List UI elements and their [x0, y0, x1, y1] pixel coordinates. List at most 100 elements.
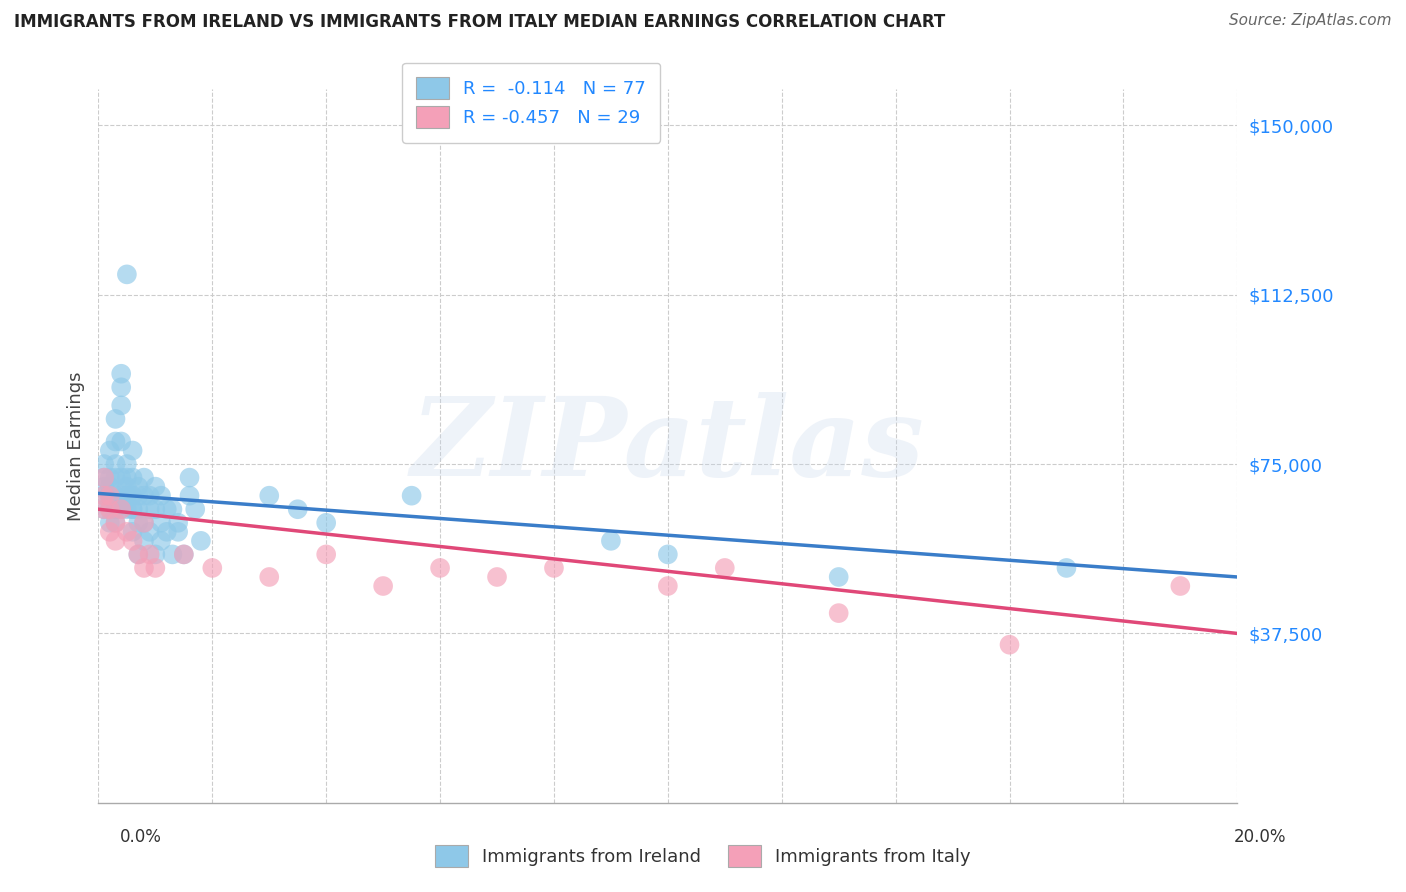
Point — [98, 502, 121, 516]
Point — [127, 480, 149, 494]
Point — [121, 470, 143, 484]
Point — [132, 516, 155, 530]
Point — [121, 533, 143, 548]
Point — [104, 502, 127, 516]
Point — [150, 489, 173, 503]
Point — [104, 489, 127, 503]
Point — [93, 502, 115, 516]
Y-axis label: Median Earnings: Median Earnings — [66, 371, 84, 521]
Point — [173, 548, 195, 562]
Text: 20.0%: 20.0% — [1234, 828, 1286, 846]
Point — [104, 502, 127, 516]
Point — [110, 380, 132, 394]
Point — [657, 548, 679, 562]
Legend: R =  -0.114   N = 77, R = -0.457   N = 29: R = -0.114 N = 77, R = -0.457 N = 29 — [402, 62, 661, 143]
Point — [190, 533, 212, 548]
Point — [115, 457, 138, 471]
Point — [104, 516, 127, 530]
Point — [110, 489, 132, 503]
Point — [127, 548, 149, 562]
Point — [828, 606, 851, 620]
Point — [401, 489, 423, 503]
Point — [259, 570, 281, 584]
Point — [93, 489, 115, 503]
Point — [179, 470, 201, 484]
Point — [287, 502, 309, 516]
Point — [110, 434, 132, 449]
Point — [998, 638, 1021, 652]
Point — [115, 489, 138, 503]
Point — [115, 502, 138, 516]
Point — [93, 489, 115, 503]
Point — [150, 516, 173, 530]
Point — [127, 548, 149, 562]
Point — [98, 524, 121, 539]
Point — [115, 524, 138, 539]
Point — [162, 548, 184, 562]
Point — [110, 367, 132, 381]
Point — [259, 489, 281, 503]
Point — [315, 516, 337, 530]
Point — [184, 502, 207, 516]
Point — [201, 561, 224, 575]
Point — [179, 489, 201, 503]
Text: 0.0%: 0.0% — [120, 828, 162, 846]
Point — [1056, 561, 1078, 575]
Point — [429, 561, 451, 575]
Point — [132, 489, 155, 503]
Point — [162, 502, 184, 516]
Point — [104, 457, 127, 471]
Point — [138, 548, 160, 562]
Point — [127, 489, 149, 503]
Point — [167, 516, 190, 530]
Point — [98, 480, 121, 494]
Point — [145, 480, 167, 494]
Point — [93, 457, 115, 471]
Point — [714, 561, 737, 575]
Point — [93, 480, 115, 494]
Point — [98, 502, 121, 516]
Point — [121, 443, 143, 458]
Point — [110, 470, 132, 484]
Point — [156, 524, 179, 539]
Point — [828, 570, 851, 584]
Point — [115, 480, 138, 494]
Point — [121, 524, 143, 539]
Point — [167, 524, 190, 539]
Point — [115, 489, 138, 503]
Point — [93, 470, 115, 484]
Point — [115, 268, 138, 282]
Point — [121, 489, 143, 503]
Point — [98, 470, 121, 484]
Point — [93, 502, 115, 516]
Point — [127, 502, 149, 516]
Point — [110, 502, 132, 516]
Point — [138, 524, 160, 539]
Point — [486, 570, 509, 584]
Point — [373, 579, 395, 593]
Point — [93, 470, 115, 484]
Point — [104, 533, 127, 548]
Point — [657, 579, 679, 593]
Text: Source: ZipAtlas.com: Source: ZipAtlas.com — [1229, 13, 1392, 29]
Point — [98, 516, 121, 530]
Point — [145, 548, 167, 562]
Point — [1170, 579, 1192, 593]
Text: IMMIGRANTS FROM IRELAND VS IMMIGRANTS FROM ITALY MEDIAN EARNINGS CORRELATION CHA: IMMIGRANTS FROM IRELAND VS IMMIGRANTS FR… — [14, 13, 945, 31]
Point — [115, 470, 138, 484]
Point — [127, 516, 149, 530]
Point — [98, 489, 121, 503]
Point — [121, 502, 143, 516]
Point — [315, 548, 337, 562]
Point — [104, 516, 127, 530]
Point — [104, 412, 127, 426]
Point — [132, 561, 155, 575]
Point — [150, 533, 173, 548]
Point — [173, 548, 195, 562]
Point — [104, 470, 127, 484]
Point — [104, 434, 127, 449]
Legend: Immigrants from Ireland, Immigrants from Italy: Immigrants from Ireland, Immigrants from… — [426, 836, 980, 876]
Point — [98, 443, 121, 458]
Point — [145, 502, 167, 516]
Point — [98, 489, 121, 503]
